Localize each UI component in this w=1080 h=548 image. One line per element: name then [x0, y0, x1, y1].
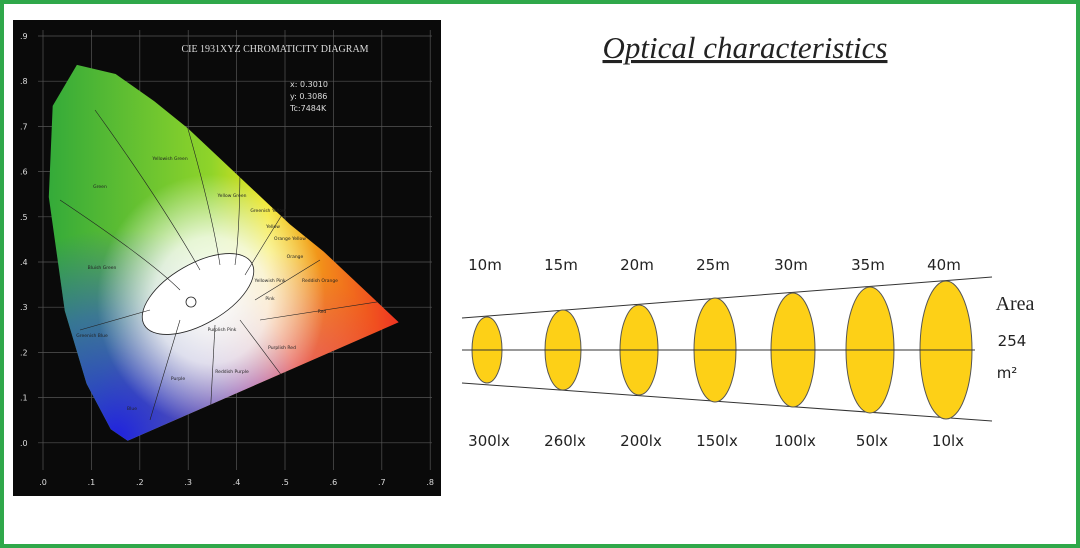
area-label: Area: [996, 293, 1035, 315]
title: Optical characteristics: [603, 30, 888, 65]
x-tick-label: .5: [281, 478, 289, 487]
distance-label: 25m: [696, 256, 730, 274]
region-label: Yellowish Green: [151, 156, 188, 162]
y-tick-label: .8: [20, 77, 28, 86]
region-label: Reddish Purple: [215, 369, 249, 375]
region-label: Blue: [127, 406, 137, 412]
readout: Tc:7484K: [289, 104, 327, 113]
area-value: 254: [998, 332, 1027, 350]
y-tick-label: .4: [20, 258, 28, 267]
cie-labels: .0 .1 .2 .3 .4 .5 .6 .7 .8 .9 .8 .7 .6 .5 .4 .3 .2 .1 .0 CI…: [20, 32, 434, 487]
y-tick-label: .7: [20, 122, 28, 131]
region-label: Green: [93, 184, 107, 190]
region-label: Greenish Blue: [76, 333, 108, 339]
x-tick-label: .6: [330, 478, 338, 487]
readout: x: 0.3010: [290, 80, 328, 89]
lux-label: 150lx: [696, 432, 738, 450]
region-label: Yellowish Pink: [253, 278, 285, 284]
lux-label: 200lx: [620, 432, 662, 450]
y-tick-label: .5: [20, 213, 28, 222]
x-tick-label: .3: [184, 478, 192, 487]
region-label: Red: [318, 309, 327, 315]
lux-label: 50lx: [856, 432, 888, 450]
region-label: Purplish Red: [268, 345, 296, 351]
distance-label: 35m: [851, 256, 885, 274]
region-label: Greenish Yellow: [250, 208, 286, 214]
y-tick-label: .6: [20, 168, 28, 177]
readout: y: 0.3086: [290, 92, 327, 101]
y-tick-label: .3: [20, 303, 28, 312]
region-label: Orange: [287, 254, 304, 260]
x-tick-label: .0: [39, 478, 47, 487]
x-tick-label: .8: [426, 478, 434, 487]
region-label: Yellow: [265, 224, 280, 230]
target: [185, 296, 197, 308]
lux-label: 10lx: [932, 432, 964, 450]
y-tick-label: .1: [20, 394, 28, 403]
distance-label: 40m: [927, 256, 961, 274]
region-label: Purple: [171, 376, 185, 382]
distance-label: 10m: [468, 256, 502, 274]
distance-label: 15m: [544, 256, 578, 274]
beam: 10m 300lx 15m 260lx 20m 200lx 25m 150lx 30m 100lx…: [462, 256, 975, 450]
x-tick-label: .1: [88, 478, 96, 487]
cie-title: CIE 1931XYZ CHROMATICITY DIAGRAM: [181, 44, 368, 55]
region-label: Pink: [265, 296, 275, 302]
y-tick-label: .9: [20, 32, 28, 41]
y-tick-label: .0: [20, 439, 28, 448]
x-tick-label: .2: [136, 478, 144, 487]
lux-label: 260lx: [544, 432, 586, 450]
lux-label: 100lx: [774, 432, 816, 450]
region-label: Bluish Green: [88, 265, 117, 271]
region-label: Reddish Orange: [302, 278, 338, 284]
region-label: Yellow Green: [217, 193, 247, 199]
lux-label: 300lx: [468, 432, 510, 450]
x-tick-label: .4: [233, 478, 241, 487]
distance-label: 30m: [774, 256, 808, 274]
region-label: Orange Yellow: [274, 236, 306, 242]
distance-label: 20m: [620, 256, 654, 274]
region-label: Purplish Pink: [208, 327, 237, 333]
x-tick-label: .7: [378, 478, 386, 487]
area-unit: m²: [997, 364, 1018, 382]
y-tick-label: .2: [20, 348, 28, 357]
